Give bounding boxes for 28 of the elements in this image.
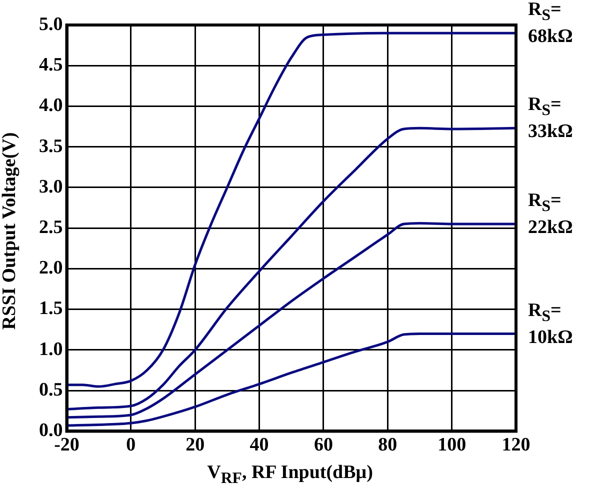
series-label: R$_{S}$= 22kΩ [528, 190, 574, 238]
series-label: R$_{S}$= 10kΩ [528, 300, 574, 348]
x-axis-title: V$_{RF}$, RF Input(dBμ) [206, 462, 374, 488]
x-tick-label: 0 [126, 434, 136, 456]
x-tick-label: 60 [314, 434, 333, 456]
y-tick-label: 3.5 [39, 136, 63, 157]
x-tick-label: 40 [250, 434, 269, 456]
line-series [66, 222, 516, 419]
line-series [66, 126, 516, 411]
y-tick-label: 4.5 [39, 54, 63, 76]
y-tick-label: 1.0 [39, 338, 63, 360]
y-tick-label: 0.0 [39, 420, 63, 442]
x-tick-label: 80 [378, 434, 398, 456]
y-tick-label: 1.5 [39, 298, 63, 320]
x-tick-label: 100 [438, 434, 466, 456]
y-tick-label: 5.0 [39, 14, 63, 35]
y-tick-label: 0.5 [39, 379, 63, 400]
y-tick-label: 2.0 [39, 258, 63, 279]
x-tick-label: 20 [186, 434, 205, 456]
line-series [66, 32, 516, 388]
line-series [66, 332, 516, 427]
x-tick-label: 120 [502, 434, 530, 456]
y-tick-label: 2.5 [39, 217, 63, 238]
y-tick-label: 4.0 [39, 95, 63, 116]
y-axis-title: RSSI Output Voltage(V) [0, 131, 21, 332]
y-tick-label: 3.0 [39, 176, 63, 198]
series-label: R$_{S}$= 68kΩ [528, 0, 574, 47]
series-label: R$_{S}$= 33kΩ [528, 94, 574, 142]
